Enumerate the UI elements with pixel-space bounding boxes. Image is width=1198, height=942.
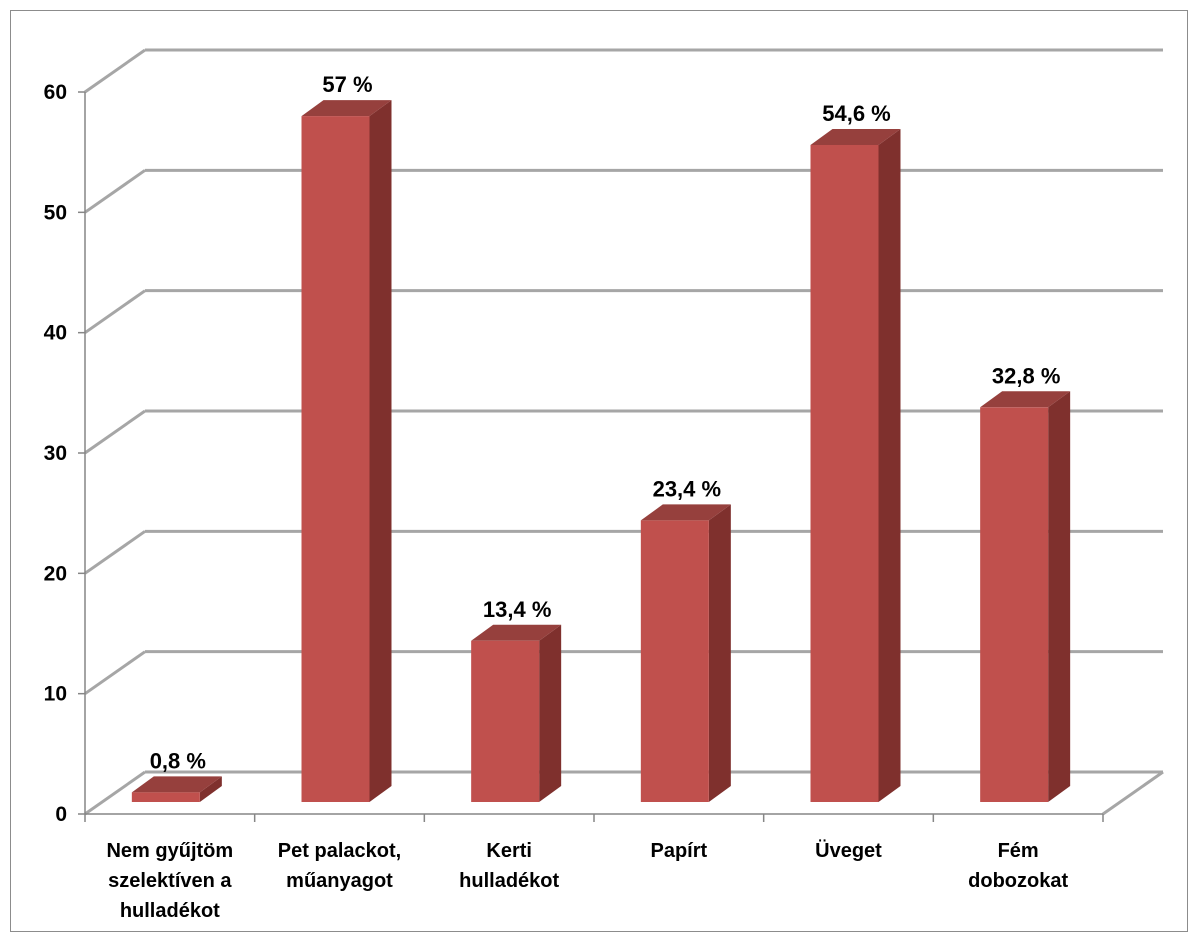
bar-top [810,128,901,145]
bar-front [640,520,709,802]
x-tick-label: Papírt [650,840,707,862]
bar-side [539,624,562,802]
bar-top [980,391,1071,408]
floor-edge [1102,770,1164,816]
bar-side [878,128,901,803]
bar-front [980,407,1049,802]
data-label: 57 % [322,72,372,97]
x-tick-label: szelektíven a [108,870,232,892]
bar-side [708,504,731,802]
data-label: 32,8 % [992,363,1061,388]
bar-front [471,640,540,802]
y-tick-label: 40 [44,322,67,345]
bar [980,391,1071,802]
bar-side [1048,391,1071,802]
gridline-diagonal [84,530,146,575]
bar [301,100,392,803]
x-tick-label: hulladékot [120,900,220,922]
bar-top [640,504,731,521]
bar [810,128,901,803]
y-tick-label: 30 [44,442,67,465]
x-tick-label: Nem gyűjtöm [106,840,233,862]
gridline-diagonal [84,409,146,455]
data-label: 0,8 % [150,748,206,773]
bars [131,100,1071,803]
x-tick-label: hulladékot [459,870,559,892]
y-tick-label: 60 [44,81,67,104]
gridline-diagonal [84,650,146,695]
x-tick-label: Kerti [486,840,532,862]
data-label: 54,6 % [822,101,891,126]
x-tick-label: Üveget [815,839,882,862]
gridline-diagonal [84,48,146,94]
y-tick-label: 10 [44,683,67,706]
y-tick-label: 20 [44,562,67,585]
x-tick-label: dobozokat [968,870,1068,892]
bar [471,624,562,802]
bar-top [131,776,222,793]
x-tick-label: Fém [998,840,1039,862]
y-tick-label: 50 [44,201,67,224]
data-label: 13,4 % [483,597,552,622]
bar-top [471,624,562,641]
x-tick-label: Pet palackot, [278,840,401,862]
bar [640,504,731,802]
bar [131,776,222,802]
bar-top [301,100,392,117]
gridline-diagonal [84,289,146,334]
bar-side [199,776,222,802]
gridline-diagonal [84,770,146,816]
gridline-diagonal [84,169,146,214]
bar-front [810,144,879,803]
y-tick-label: 0 [55,803,67,826]
bar-front [131,792,200,802]
labels: 0 10 20 30 40 50 60 0,8 % Nem gyűjtöm szelektíven… [44,72,1069,922]
bar-side [369,100,392,803]
bar-front [301,116,370,803]
x-tick-label: műanyagot [286,870,393,892]
data-label: 23,4 % [653,476,722,501]
